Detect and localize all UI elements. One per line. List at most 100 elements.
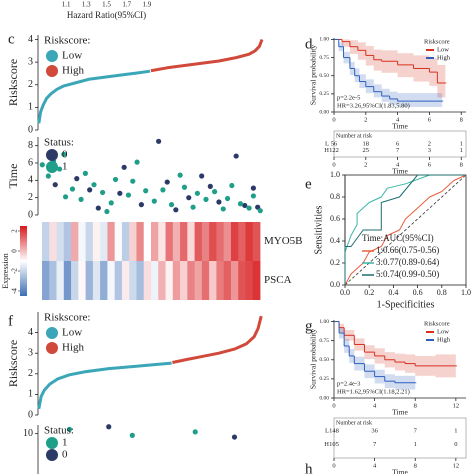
x-tick-label: 0.6 bbox=[413, 288, 423, 297]
x-tick-label: 8 bbox=[414, 402, 417, 409]
heatmap-cell bbox=[201, 222, 210, 261]
status-point bbox=[207, 183, 213, 189]
roc-curve bbox=[344, 174, 466, 285]
y-tick-label: 1.00 bbox=[319, 319, 329, 325]
heatmap-cell bbox=[158, 222, 166, 261]
status-point bbox=[181, 184, 188, 190]
risk-count: 7 bbox=[373, 441, 377, 448]
status-point bbox=[216, 199, 222, 205]
x-tick-label: 2 bbox=[364, 116, 367, 123]
status-point bbox=[108, 200, 114, 206]
roc-curve bbox=[344, 174, 466, 285]
colorbar bbox=[20, 226, 27, 296]
status-point bbox=[194, 190, 200, 196]
panel-label: g bbox=[305, 318, 313, 334]
y-tick-label: 1.00 bbox=[319, 37, 329, 43]
status-point bbox=[112, 176, 119, 183]
heatmap-cell bbox=[56, 222, 65, 261]
y-axis-label: Riskscore bbox=[6, 340, 20, 387]
status-point bbox=[82, 170, 88, 176]
y-tick-label: 4 bbox=[28, 175, 33, 186]
heatmap-cell bbox=[63, 222, 72, 261]
panel-label: d bbox=[305, 36, 313, 52]
risk-count: 1 bbox=[460, 147, 463, 154]
x-tick-label: 12 bbox=[453, 462, 460, 469]
risk-count: 6 bbox=[396, 140, 400, 147]
legend-swatch bbox=[46, 449, 58, 461]
ci-band bbox=[373, 84, 382, 98]
x-tick-label: 4 bbox=[396, 161, 400, 168]
riskscore-line bbox=[150, 38, 264, 73]
status-point bbox=[173, 207, 179, 213]
heatmap-cell bbox=[216, 261, 225, 300]
y-tick-label: 4 bbox=[28, 327, 33, 338]
heatmap-cell bbox=[78, 222, 86, 261]
status-point bbox=[100, 189, 106, 196]
heatmap-cell bbox=[71, 222, 79, 261]
heatmap-cell bbox=[194, 222, 203, 261]
legend-title: Status: bbox=[44, 425, 74, 437]
x-axis-label: Time bbox=[392, 122, 408, 131]
heatmap-cell bbox=[238, 222, 246, 261]
heatmap-cell bbox=[56, 261, 65, 300]
status-point bbox=[190, 204, 196, 210]
heatmap-cell bbox=[172, 261, 181, 300]
y-axis-label: Riskscore bbox=[6, 59, 20, 106]
y-tick-label: 0.0 bbox=[330, 280, 340, 289]
heatmap-cell bbox=[85, 261, 94, 300]
status-point bbox=[250, 193, 256, 199]
heatmap-cell bbox=[129, 261, 137, 300]
risk-count: 1 bbox=[414, 441, 417, 448]
x-tick-label: 6 bbox=[428, 116, 432, 123]
status-point bbox=[186, 195, 192, 201]
heatmap-cell bbox=[107, 261, 116, 300]
heatmap-cell bbox=[245, 222, 254, 261]
legend-label: 0 bbox=[62, 449, 68, 461]
legend-swatch bbox=[46, 437, 58, 449]
x-tick-label: 4 bbox=[373, 402, 377, 409]
x-tick-label: 0.8 bbox=[437, 288, 447, 297]
x-tick-label: 0.4 bbox=[388, 288, 398, 297]
risk-count: 0 bbox=[454, 441, 457, 448]
ci-band bbox=[357, 42, 366, 60]
status-point bbox=[231, 434, 238, 440]
status-point bbox=[237, 201, 244, 207]
status-point bbox=[129, 432, 135, 438]
colorbar-tick-label: 0 bbox=[11, 249, 19, 253]
roc-curve bbox=[344, 174, 467, 286]
heatmap-cell bbox=[180, 222, 188, 261]
ci-band bbox=[413, 93, 430, 107]
legend-label: 1 bbox=[62, 437, 68, 449]
x-axis-label: Hazard Ratio(95%CI) bbox=[67, 10, 146, 20]
reference-diagonal bbox=[344, 174, 467, 286]
risk-table-frame bbox=[333, 417, 467, 459]
x-tick-label: 4 bbox=[396, 116, 400, 123]
legend-swatch bbox=[46, 342, 58, 354]
y-tick-label: 3 bbox=[28, 347, 33, 358]
risk-count: 7 bbox=[396, 147, 400, 154]
x-tick-label: 1.1 bbox=[62, 1, 71, 9]
heatmap-cell bbox=[172, 222, 181, 261]
risk-count: 18 bbox=[363, 140, 370, 147]
x-tick-label: 8 bbox=[414, 462, 417, 469]
legend-swatch bbox=[46, 65, 58, 77]
panel-label: h bbox=[305, 461, 313, 474]
y-tick-label: 0.2 bbox=[330, 258, 340, 267]
y-tick-label: 0.6 bbox=[330, 214, 340, 223]
heatmap-cell bbox=[49, 261, 57, 300]
legend-title: Status: bbox=[44, 137, 74, 149]
status-point bbox=[117, 190, 123, 196]
status-point bbox=[160, 187, 166, 193]
legend-title: Riskscore: bbox=[44, 35, 90, 47]
status-point bbox=[69, 186, 76, 192]
x-axis-label: Time bbox=[392, 167, 408, 176]
status-point bbox=[229, 182, 235, 189]
status-point bbox=[138, 202, 144, 208]
x-tick-label: 1.0 bbox=[461, 288, 471, 297]
riskscore-line bbox=[37, 361, 172, 410]
y-tick-label: 0.25 bbox=[319, 91, 329, 97]
colorbar-label: Expression bbox=[1, 253, 10, 289]
status-point bbox=[164, 179, 170, 185]
x-tick-label: 1.7 bbox=[122, 1, 131, 9]
y-tick-label: 0.50 bbox=[319, 357, 329, 363]
